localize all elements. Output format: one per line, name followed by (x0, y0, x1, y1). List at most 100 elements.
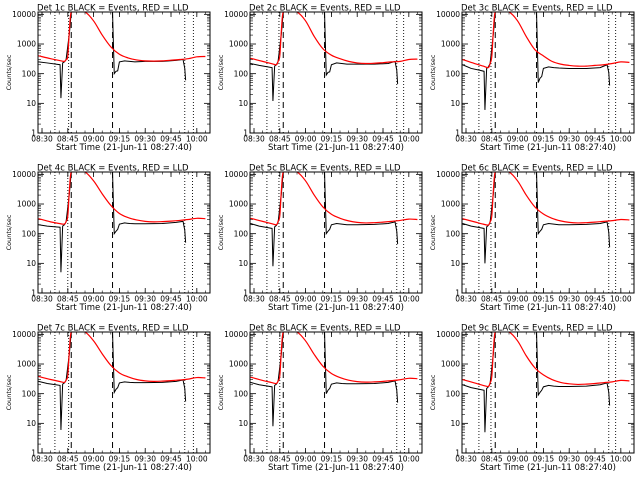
x-axis-label: Start Time (21-Jun-11 08:27:40) (268, 463, 404, 473)
panel-4: Det 4c BLACK = Events, RED = LLD Counts/s… (5, 164, 211, 313)
x-tick-label: 08:45 (269, 135, 291, 144)
panel-8: Det 8c BLACK = Events, RED = LLD Counts/s… (217, 324, 423, 473)
x-tick-label: 08:30 (243, 455, 265, 464)
y-tick-label: 10000 (224, 10, 248, 19)
x-tick-label: 09:45 (584, 135, 606, 144)
y-tick-label: 1000 (441, 40, 460, 49)
y-tick-label: 10000 (12, 10, 36, 19)
x-tick-label: 09:45 (160, 135, 182, 144)
y-tick-label: 1 (243, 129, 248, 138)
y-axis-label: Counts/sec (217, 54, 225, 90)
y-tick-label: 1000 (441, 200, 460, 209)
x-tick-label: 08:30 (31, 455, 53, 464)
y-tick-label: 10 (450, 259, 460, 268)
y-tick-label: 10000 (224, 170, 248, 179)
x-tick-label: 08:45 (269, 455, 291, 464)
y-axis-label: Counts/sec (5, 214, 13, 250)
y-tick-label: 10000 (436, 170, 460, 179)
x-tick-label: 09:30 (346, 135, 368, 144)
x-tick-label: 08:30 (31, 135, 53, 144)
y-tick-label: 100 (22, 69, 37, 78)
panel-title: Det 7c BLACK = Events, RED = LLD (37, 324, 189, 334)
lld-series-line (38, 172, 206, 225)
x-tick-label: 09:15 (321, 135, 343, 144)
lld-series-line (462, 172, 630, 226)
x-tick-label: 09:00 (295, 455, 317, 464)
y-tick-label: 100 (234, 389, 249, 398)
y-tick-label: 10 (238, 259, 248, 268)
y-tick-label: 1 (243, 449, 248, 458)
x-axis-label: Start Time (21-Jun-11 08:27:40) (268, 143, 404, 153)
x-tick-label: 09:00 (295, 295, 317, 304)
x-tick-label: 09:30 (346, 295, 368, 304)
y-tick-label: 1 (455, 449, 460, 458)
x-tick-label: 09:30 (558, 455, 580, 464)
y-tick-label: 1 (455, 129, 460, 138)
lld-series-line (462, 332, 630, 388)
y-tick-label: 10000 (224, 330, 248, 339)
panel-7: Det 7c BLACK = Events, RED = LLD Counts/s… (5, 324, 211, 473)
x-tick-label: 09:30 (134, 455, 156, 464)
x-tick-label: 09:30 (134, 135, 156, 144)
x-tick-label: 10:00 (610, 135, 632, 144)
y-tick-label: 1 (31, 289, 36, 298)
x-tick-label: 08:30 (455, 295, 477, 304)
x-tick-label: 09:00 (507, 135, 529, 144)
x-tick-label: 10:00 (610, 295, 632, 304)
x-tick-label: 09:45 (160, 295, 182, 304)
y-tick-label: 1 (31, 129, 36, 138)
x-tick-label: 09:15 (533, 295, 555, 304)
events-series-line (462, 172, 611, 264)
lld-series-line (250, 12, 418, 66)
y-tick-label: 100 (22, 229, 37, 238)
x-tick-label: 09:15 (533, 455, 555, 464)
x-tick-label: 09:15 (109, 295, 131, 304)
panel-title: Det 4c BLACK = Events, RED = LLD (37, 164, 189, 174)
x-tick-label: 08:45 (481, 135, 503, 144)
plot-frame (461, 171, 635, 294)
panel-1: Det 1c BLACK = Events, RED = LLD Counts/s… (5, 4, 211, 153)
panel-6: Det 6c BLACK = Events, RED = LLD Counts/s… (429, 164, 635, 313)
panel-5: Det 5c BLACK = Events, RED = LLD Counts/s… (217, 164, 423, 313)
lld-series-line (38, 12, 206, 62)
x-tick-label: 09:00 (507, 295, 529, 304)
y-tick-label: 1 (31, 449, 36, 458)
y-tick-label: 1000 (17, 200, 36, 209)
y-tick-label: 1000 (229, 40, 248, 49)
x-tick-label: 09:15 (321, 455, 343, 464)
y-tick-label: 1000 (229, 200, 248, 209)
panel-9: Det 9c BLACK = Events, RED = LLD Counts/s… (429, 324, 635, 473)
y-tick-label: 1000 (17, 360, 36, 369)
x-tick-label: 08:45 (57, 295, 79, 304)
y-tick-label: 10 (450, 419, 460, 428)
x-tick-label: 08:30 (31, 295, 53, 304)
panel-title: Det 8c BLACK = Events, RED = LLD (249, 324, 401, 334)
x-tick-label: 08:45 (481, 295, 503, 304)
y-tick-label: 10 (26, 99, 36, 108)
x-tick-label: 09:00 (83, 455, 105, 464)
events-series-line (250, 332, 399, 427)
plot-frame (461, 331, 635, 454)
y-axis-label: Counts/sec (5, 374, 13, 410)
x-tick-label: 09:30 (558, 135, 580, 144)
y-tick-label: 100 (446, 389, 461, 398)
x-tick-label: 09:15 (109, 135, 131, 144)
x-axis-label: Start Time (21-Jun-11 08:27:40) (56, 303, 192, 313)
x-tick-label: 09:45 (584, 455, 606, 464)
x-axis-label: Start Time (21-Jun-11 08:27:40) (268, 303, 404, 313)
x-tick-label: 08:30 (455, 455, 477, 464)
x-axis-label: Start Time (21-Jun-11 08:27:40) (56, 463, 192, 473)
x-tick-label: 09:45 (372, 455, 394, 464)
x-tick-label: 09:30 (134, 295, 156, 304)
x-tick-label: 08:30 (243, 135, 265, 144)
y-axis-label: Counts/sec (429, 374, 437, 410)
x-tick-label: 09:00 (83, 295, 105, 304)
events-series-line (250, 172, 399, 267)
x-axis-label: Start Time (21-Jun-11 08:27:40) (480, 303, 616, 313)
y-tick-label: 10000 (436, 10, 460, 19)
panel-title: Det 9c BLACK = Events, RED = LLD (461, 324, 613, 334)
panel-title: Det 5c BLACK = Events, RED = LLD (249, 164, 401, 174)
x-tick-label: 09:00 (295, 135, 317, 144)
x-tick-label: 10:00 (186, 455, 208, 464)
